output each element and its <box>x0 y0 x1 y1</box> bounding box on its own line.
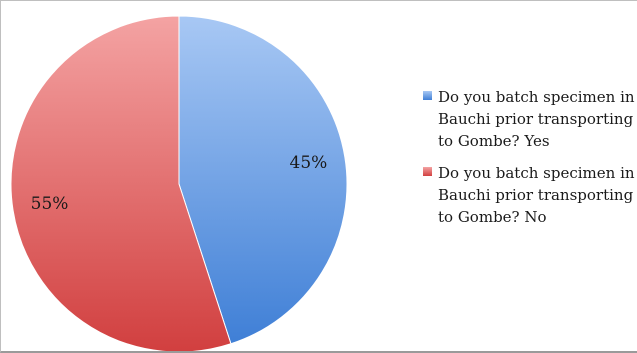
pie-slice-1 <box>10 15 232 351</box>
pie-data-labels: 45% 55% <box>31 153 328 214</box>
pie-data-label-0: 45% <box>290 153 328 173</box>
legend-label-yes: Do you batch specimen in Bauchi prior tr… <box>438 88 635 150</box>
pie-slice-0 <box>178 15 348 345</box>
legend-swatch-yes <box>423 91 432 100</box>
pie-data-label-1: 55% <box>31 194 69 214</box>
legend-label-no: Do you batch specimen in Bauchi prior tr… <box>438 164 635 226</box>
legend: Do you batch specimen in Bauchi prior tr… <box>423 86 637 238</box>
pie-slices <box>10 15 348 351</box>
legend-swatch-no <box>423 167 432 176</box>
legend-item-yes: Do you batch specimen in Bauchi prior tr… <box>423 86 637 152</box>
legend-item-no: Do you batch specimen in Bauchi prior tr… <box>423 162 637 228</box>
